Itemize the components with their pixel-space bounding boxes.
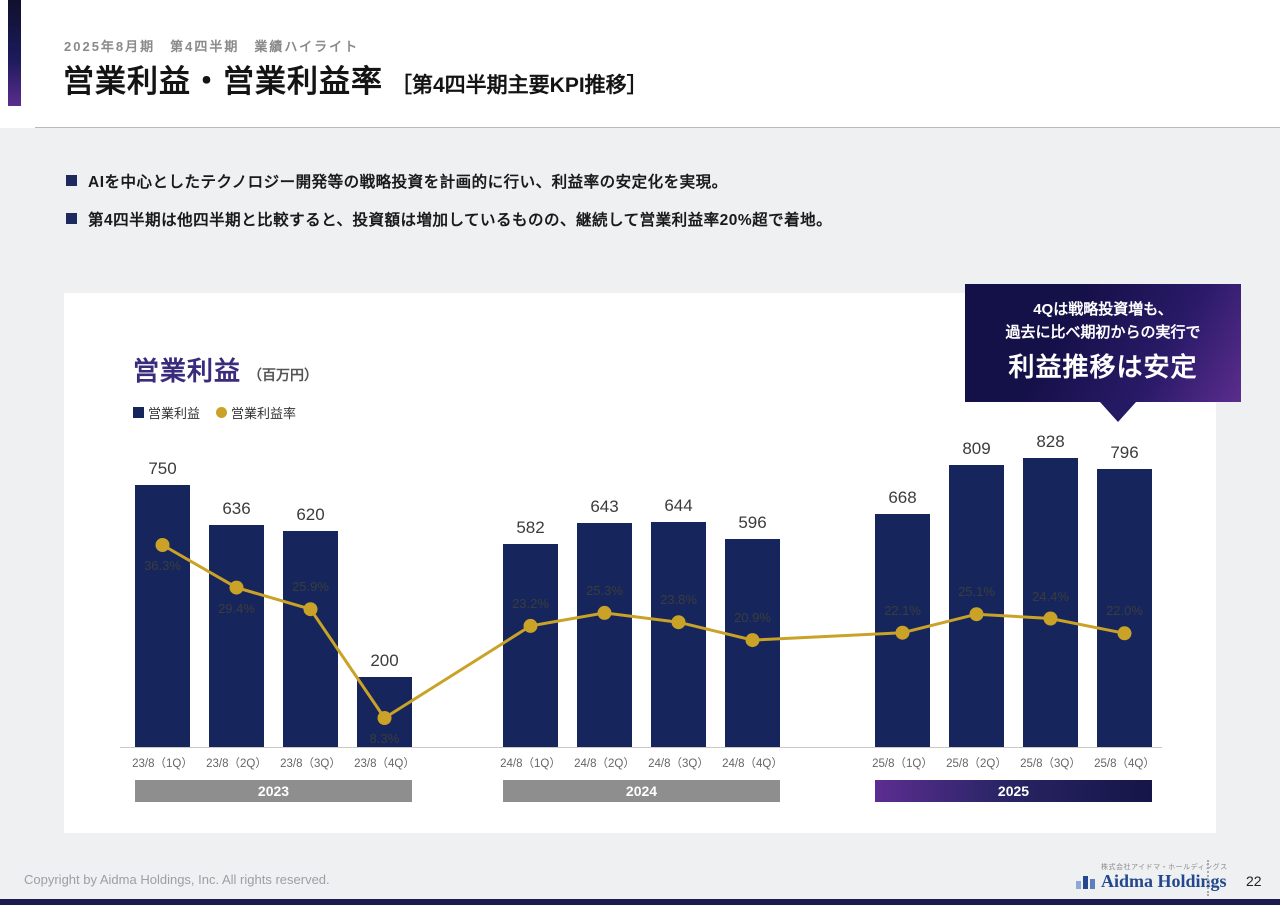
callout-line-2: 過去に比べ期初からの実行で (1005, 323, 1201, 341)
year-band: 2023 (135, 780, 412, 802)
rate-label: 36.3% (144, 558, 181, 573)
callout-emphasis: 利益推移は安定 (1008, 352, 1198, 382)
bar-value-label: 582 (516, 518, 545, 537)
rate-label: 22.1% (884, 603, 921, 618)
page-number: 22 (1246, 873, 1262, 889)
logo-subtext: 株式会社アイドマ・ホールディングス (1101, 864, 1228, 871)
copyright-text: Copyright by Aidma Holdings, Inc. All ri… (24, 872, 330, 887)
x-tick-label: 23/8（1Q） (132, 758, 193, 770)
rate-label: 25.3% (586, 583, 623, 598)
legend-item-operating-margin: 営業利益率 (216, 403, 296, 422)
x-tick-label: 25/8（3Q） (1020, 758, 1081, 770)
rate-label: 25.9% (292, 579, 329, 594)
bullet-text: AIを中心としたテクノロジー開発等の戦略投資を計画的に行い、利益率の安定化を実現… (88, 174, 728, 191)
bar (651, 522, 706, 747)
legend-item-operating-profit: 営業利益 (133, 403, 200, 422)
bar-value-label: 750 (148, 459, 177, 478)
callout-pointer-icon (1100, 402, 1136, 422)
accent-bar (8, 0, 21, 106)
page-title-suffix: ［第4四半期主要KPI推移］ (391, 74, 648, 97)
x-tick-label: 25/8（1Q） (872, 758, 933, 770)
bar-value-label: 620 (296, 505, 325, 524)
x-tick-label: 25/8（2Q） (946, 758, 1007, 770)
callout-line-1: 4Qは戦略投資増も、 (1033, 301, 1173, 318)
callout-bubble: 4Qは戦略投資増も、 過去に比べ期初からの実行で 利益推移は安定 (965, 284, 1241, 422)
bar-value-label: 636 (222, 499, 251, 518)
line-legend-swatch-icon (216, 407, 228, 418)
legend-label: 営業利益率 (231, 406, 297, 421)
slide-header: 2025年8月期 第4四半期 業績ハイライト 営業利益・営業利益率 ［第4四半期… (0, 0, 1280, 128)
bar (283, 531, 338, 747)
legend-label: 営業利益 (148, 406, 201, 421)
x-tick-label: 23/8（4Q） (354, 758, 415, 770)
x-tick-label: 25/8（4Q） (1094, 758, 1155, 770)
rate-label: 24.4% (1032, 589, 1069, 604)
x-tick-label: 24/8（3Q） (648, 758, 709, 770)
bar (725, 539, 780, 747)
bullet-list: AIを中心としたテクノロジー開発等の戦略投資を計画的に行い、利益率の安定化を実現… (64, 170, 832, 246)
bar-value-label: 596 (738, 513, 767, 532)
page-title: 営業利益・営業利益率 (63, 64, 383, 99)
x-axis-line (120, 747, 1162, 748)
rate-label: 23.2% (512, 596, 549, 611)
x-tick-label: 24/8（2Q） (574, 758, 635, 770)
bar-legend-swatch-icon (133, 407, 144, 418)
bar (503, 544, 558, 747)
bar-value-label: 809 (962, 439, 991, 458)
chart-title-row: 営業利益 （百万円） (133, 351, 318, 388)
bullet-item: AIを中心としたテクノロジー開発等の戦略投資を計画的に行い、利益率の安定化を実現… (64, 170, 832, 192)
x-tick-label: 23/8（2Q） (206, 758, 267, 770)
header-divider (35, 127, 1280, 128)
bottom-accent-strip (0, 899, 1280, 905)
x-tick-label: 23/8（3Q） (280, 758, 341, 770)
bar-value-label: 643 (590, 497, 619, 516)
plot-area: 23/8（1Q） 23/8（2Q） 23/8（3Q） 23/8（4Q） 24/8（1Q）… (64, 293, 1216, 833)
rate-label: 23.8% (660, 592, 697, 607)
company-logo: 株式会社アイドマ・ホールディングス Aidma Holdings (1076, 862, 1228, 892)
bar (875, 514, 930, 747)
bar-value-label: 200 (370, 651, 399, 670)
rate-label: 8.3% (369, 731, 400, 746)
bar-value-label: 828 (1036, 432, 1065, 451)
bar (949, 465, 1004, 747)
bullet-marker-icon (66, 213, 77, 224)
bar-value-label: 668 (888, 488, 917, 507)
bar-value-label: 644 (664, 496, 693, 515)
x-tick-label: 24/8（4Q） (722, 758, 783, 770)
rate-label: 22.0% (1106, 603, 1143, 618)
bar (135, 485, 190, 747)
year-band: 2025 (875, 780, 1152, 802)
logo-text-block: 株式会社アイドマ・ホールディングス Aidma Holdings (1101, 862, 1228, 892)
x-tick-label: 24/8（1Q） (500, 758, 561, 770)
rate-label: 29.4% (218, 601, 255, 616)
logo-bars-icon (1076, 875, 1095, 892)
title-row: 営業利益・営業利益率 ［第4四半期主要KPI推移］ (63, 56, 648, 101)
chart-title: 営業利益 (133, 356, 242, 386)
logo-wordmark: Aidma Holdings (1101, 871, 1227, 891)
bar (209, 525, 264, 747)
bar (577, 523, 632, 747)
bullet-text: 第4四半期は他四半期と比較すると、投資額は増加しているものの、継続して営業利益率… (88, 212, 833, 229)
rate-label: 25.1% (958, 584, 995, 599)
chart-unit-label: （百万円） (248, 367, 319, 383)
rate-label: 20.9% (734, 610, 771, 625)
bar-value-label: 796 (1110, 443, 1139, 462)
year-band: 2024 (503, 780, 780, 802)
bullet-item: 第4四半期は他四半期と比較すると、投資額は増加しているものの、継続して営業利益率… (64, 208, 832, 230)
eyebrow-text: 2025年8月期 第4四半期 業績ハイライト (64, 39, 360, 54)
chart-legend: 営業利益 営業利益率 (133, 403, 296, 422)
footer-dotted-divider (1207, 860, 1209, 896)
bullet-marker-icon (66, 175, 77, 186)
